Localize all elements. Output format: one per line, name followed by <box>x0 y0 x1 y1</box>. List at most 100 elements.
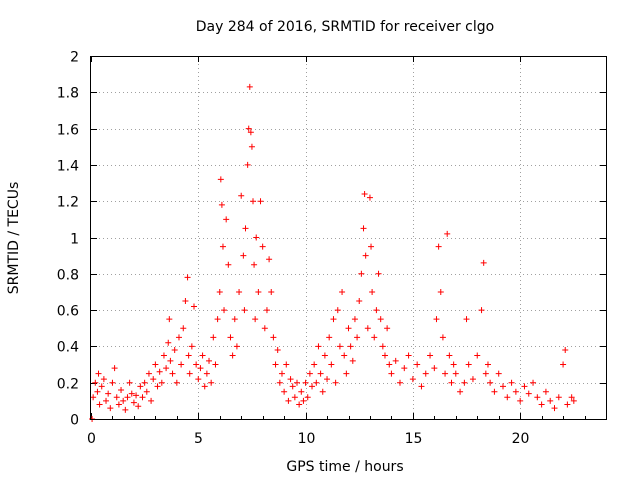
data-point <box>446 352 453 359</box>
y-axis-label: SRMTID / TECUs <box>6 182 22 295</box>
data-point <box>311 361 318 368</box>
data-point <box>285 397 292 404</box>
y-tick-label: 2 <box>70 50 79 66</box>
y-tick-label: 1.8 <box>57 86 79 102</box>
data-point <box>175 334 182 341</box>
data-point <box>223 216 230 223</box>
data-point <box>281 388 288 395</box>
grid <box>91 56 606 419</box>
data-point <box>341 352 348 359</box>
data-point <box>128 390 135 397</box>
data-point <box>521 383 528 390</box>
y-tick-label: 1.6 <box>57 123 79 139</box>
data-point <box>115 401 122 408</box>
data-point <box>371 334 378 341</box>
data-point <box>219 243 226 250</box>
data-point <box>227 334 234 341</box>
data-point <box>313 379 320 386</box>
data-point <box>551 405 558 412</box>
data-point <box>253 234 260 241</box>
data-point <box>392 357 399 364</box>
data-point <box>343 370 350 377</box>
data-point <box>171 347 178 354</box>
data-point <box>324 376 331 383</box>
data-point <box>199 352 206 359</box>
axis-ticks: 00.20.40.60.811.21.41.61.820 5 10 15 20 <box>57 50 607 447</box>
data-point <box>268 288 275 295</box>
data-point <box>542 388 549 395</box>
data-point <box>388 370 395 377</box>
data-point <box>504 394 511 401</box>
data-point <box>206 357 213 364</box>
data-point <box>156 368 163 375</box>
data-point <box>289 383 296 390</box>
data-point <box>113 394 120 401</box>
data-point <box>463 316 470 323</box>
data-point <box>270 334 277 341</box>
data-point <box>248 143 255 150</box>
data-point <box>291 394 298 401</box>
x-tick-label: 10 <box>298 431 316 447</box>
data-point <box>332 379 339 386</box>
data-point <box>96 401 103 408</box>
data-point <box>517 397 524 404</box>
data-point <box>193 361 200 368</box>
data-point <box>384 325 391 332</box>
data-points <box>89 83 577 422</box>
data-point <box>139 394 146 401</box>
data-point <box>143 388 150 395</box>
data-point <box>319 388 326 395</box>
data-point <box>360 225 367 232</box>
data-point <box>431 365 438 372</box>
data-point <box>216 288 223 295</box>
data-point <box>163 365 170 372</box>
data-point <box>465 361 472 368</box>
data-point <box>397 379 403 386</box>
data-point <box>152 361 159 368</box>
data-point <box>191 303 197 310</box>
data-point <box>414 361 421 368</box>
data-point <box>364 325 371 332</box>
data-point <box>525 390 532 397</box>
data-point <box>418 383 425 390</box>
data-point <box>500 383 506 390</box>
data-point <box>109 379 116 386</box>
data-point <box>182 298 189 305</box>
data-point <box>95 370 102 377</box>
data-point <box>368 243 375 250</box>
data-point <box>328 361 335 368</box>
data-point <box>560 361 567 368</box>
data-point <box>379 343 386 350</box>
y-tick-label: 1.4 <box>57 159 79 175</box>
data-point <box>188 343 195 350</box>
data-point <box>244 161 251 168</box>
data-point <box>184 274 191 281</box>
data-point <box>107 405 114 412</box>
data-point <box>255 288 262 295</box>
data-point <box>450 361 457 368</box>
data-point <box>478 307 485 314</box>
data-point <box>530 379 537 386</box>
data-point <box>302 379 309 386</box>
data-point <box>148 397 155 404</box>
data-point <box>137 383 144 390</box>
data-point <box>242 225 249 232</box>
data-point <box>247 129 254 136</box>
data-point <box>442 370 449 377</box>
data-point <box>405 352 412 359</box>
data-point <box>185 352 192 359</box>
data-point <box>358 270 365 277</box>
data-point <box>141 379 148 386</box>
data-point <box>474 352 481 359</box>
data-point <box>90 394 97 401</box>
data-point <box>362 252 369 259</box>
data-point <box>401 365 408 372</box>
data-point <box>547 397 554 404</box>
data-point <box>105 390 112 397</box>
data-point <box>261 325 268 332</box>
data-point <box>100 376 107 383</box>
data-point <box>246 83 253 90</box>
data-point <box>375 270 382 277</box>
data-point <box>240 252 247 259</box>
data-point <box>482 370 489 377</box>
